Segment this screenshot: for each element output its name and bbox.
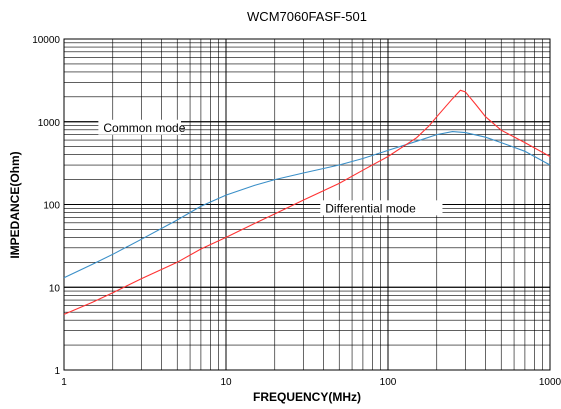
- y-tick-label: 10: [49, 283, 61, 294]
- chart-title: WCM7060FASF-501: [247, 9, 367, 24]
- annotation-background: [320, 200, 443, 216]
- x-tick-label: 100: [380, 377, 397, 388]
- series-line-differential: [63, 89, 551, 315]
- series-line-common: [63, 131, 551, 279]
- series-group: [63, 89, 551, 315]
- y-tick-label: 1000: [38, 118, 61, 129]
- annotation-background: [98, 119, 181, 135]
- plot-frame: [63, 38, 551, 371]
- chart-grid: [63, 38, 551, 371]
- y-tick-label: 10000: [32, 35, 60, 46]
- x-tick-label: 10: [220, 377, 232, 388]
- y-tick-label: 1: [54, 366, 60, 377]
- annotation-label: Common mode: [103, 121, 185, 135]
- x-tick-label: 1: [61, 377, 67, 388]
- annotation-group: Common mode Differential mode: [98, 119, 443, 216]
- y-tick-label: 100: [43, 201, 60, 212]
- x-tick-label: 1000: [539, 377, 561, 388]
- annotation-label: Differential mode: [325, 201, 416, 215]
- x-axis-title: FREQUENCY(MHz): [253, 390, 361, 404]
- y-axis-title: IMPEDANCE(Ohm): [8, 151, 22, 258]
- y-tick-labels: 1 10 100 1000 10000: [32, 35, 60, 377]
- x-tick-labels: 1 10 100 1000: [61, 377, 561, 388]
